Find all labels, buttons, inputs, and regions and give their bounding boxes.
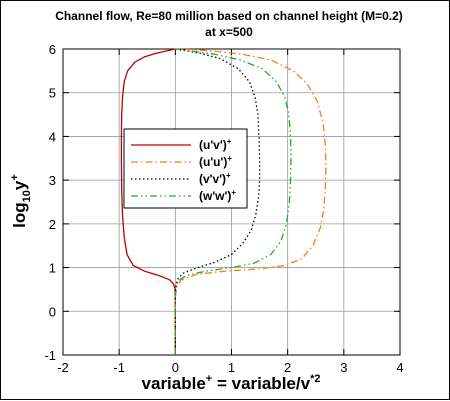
legend: (u'v')+ (u'u')+ (v'v')+ (w'w')+	[123, 128, 248, 209]
y-axis-label: log10y+	[9, 174, 33, 228]
y-axis-label-var: y	[10, 180, 29, 190]
y-tick-label: 6	[49, 42, 56, 57]
x-axis-label-var: variable	[142, 374, 206, 393]
y-tick-labels: -1 0 1 2 3 4 5 6	[44, 42, 56, 363]
x-axis-label-sup: +	[206, 373, 212, 385]
legend-label-3: (v'v')+	[199, 171, 231, 186]
series-line-3	[174, 48, 261, 355]
x-tick-labels: -2 -1 0 1 2 3 4	[57, 360, 403, 375]
y-tick-label: -1	[44, 348, 56, 363]
x-tick-label: -2	[57, 360, 69, 375]
series-line-1	[120, 48, 176, 355]
x-tick-label: 0	[172, 360, 179, 375]
x-tick-label: 3	[340, 360, 347, 375]
x-tick-label: 2	[284, 360, 291, 375]
legend-box	[123, 128, 248, 209]
y-axis-label-main: log	[10, 202, 29, 228]
series-line-2	[174, 48, 327, 355]
x-tick-label: 4	[396, 360, 403, 375]
y-tick-label: 5	[49, 86, 56, 101]
series-line-4	[174, 48, 292, 355]
legend-label-2: (u'u')+	[199, 154, 232, 169]
x-tick-label: 1	[228, 360, 235, 375]
y-tick-label: 4	[49, 129, 56, 144]
x-axis-label-eq: = variable/v	[212, 374, 310, 393]
legend-label-1: (u'v')+	[199, 137, 232, 152]
y-tick-label: 3	[49, 173, 56, 188]
y-tick-label: 0	[49, 304, 56, 319]
x-axis-label-eq-sup: *2	[310, 373, 320, 385]
y-axis-label-sup: +	[9, 174, 21, 180]
y-axis-label-sub: 10	[21, 190, 33, 202]
y-tick-label: 2	[49, 217, 56, 232]
series-lines	[120, 48, 327, 355]
chart-subtitle: at x=500	[205, 25, 253, 39]
x-tick-label: -1	[113, 360, 125, 375]
legend-label-4: (w'w')+	[199, 188, 236, 203]
chart-title: Channel flow, Re=80 million based on cha…	[55, 9, 403, 23]
x-axis-label: variable+ = variable/v*2	[142, 373, 321, 393]
axis-ticks	[62, 48, 401, 356]
y-tick-label: 1	[49, 261, 56, 276]
